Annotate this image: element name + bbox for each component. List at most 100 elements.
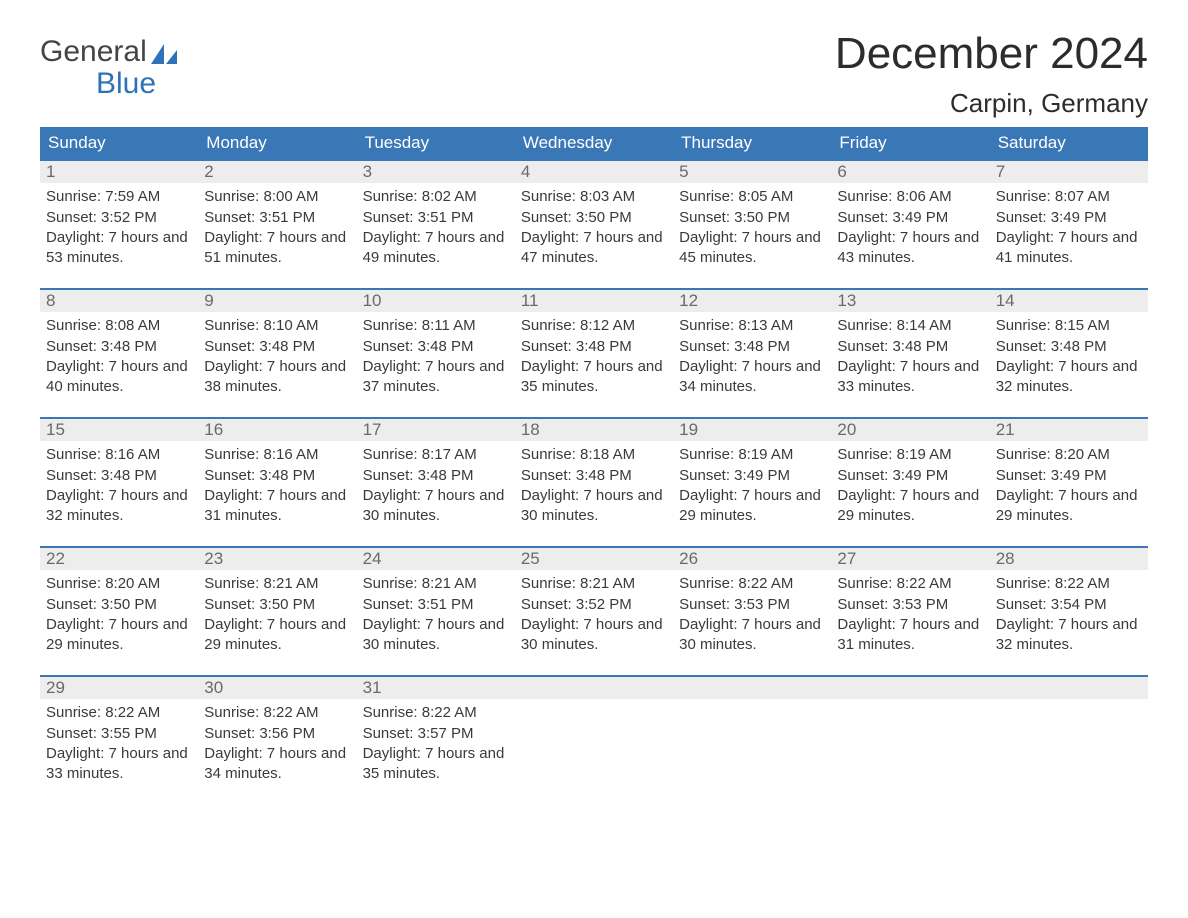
weeks-grid: 1Sunrise: 7:59 AMSunset: 3:52 PMDaylight…	[40, 159, 1148, 790]
sunrise-line: Sunrise: 8:22 AM	[837, 574, 983, 594]
calendar-day: 25Sunrise: 8:21 AMSunset: 3:52 PMDayligh…	[515, 548, 673, 661]
day-body: Sunrise: 8:22 AMSunset: 3:57 PMDaylight:…	[357, 699, 515, 790]
sunrise-line: Sunrise: 8:13 AM	[679, 316, 825, 336]
day-body: Sunrise: 8:03 AMSunset: 3:50 PMDaylight:…	[515, 183, 673, 274]
month-title: December 2024	[835, 30, 1148, 78]
sunset-line: Sunset: 3:51 PM	[363, 595, 509, 615]
day-number	[990, 677, 1148, 699]
day-body: Sunrise: 8:22 AMSunset: 3:56 PMDaylight:…	[198, 699, 356, 790]
sunset-line: Sunset: 3:49 PM	[996, 466, 1142, 486]
calendar-day	[515, 677, 673, 790]
daylight-line: Daylight: 7 hours and 33 minutes.	[837, 357, 983, 398]
calendar-day: 18Sunrise: 8:18 AMSunset: 3:48 PMDayligh…	[515, 419, 673, 532]
sunset-line: Sunset: 3:49 PM	[837, 466, 983, 486]
day-body: Sunrise: 8:19 AMSunset: 3:49 PMDaylight:…	[673, 441, 831, 532]
daylight-line: Daylight: 7 hours and 29 minutes.	[996, 486, 1142, 527]
day-header-row: SundayMondayTuesdayWednesdayThursdayFrid…	[40, 127, 1148, 159]
calendar-day: 12Sunrise: 8:13 AMSunset: 3:48 PMDayligh…	[673, 290, 831, 403]
calendar-day: 31Sunrise: 8:22 AMSunset: 3:57 PMDayligh…	[357, 677, 515, 790]
day-body: Sunrise: 8:22 AMSunset: 3:53 PMDaylight:…	[673, 570, 831, 661]
calendar-day: 30Sunrise: 8:22 AMSunset: 3:56 PMDayligh…	[198, 677, 356, 790]
sunset-line: Sunset: 3:52 PM	[46, 208, 192, 228]
daylight-line: Daylight: 7 hours and 31 minutes.	[204, 486, 350, 527]
sunset-line: Sunset: 3:48 PM	[46, 466, 192, 486]
daylight-line: Daylight: 7 hours and 34 minutes.	[679, 357, 825, 398]
daylight-line: Daylight: 7 hours and 29 minutes.	[837, 486, 983, 527]
day-header: Thursday	[673, 127, 831, 159]
day-body: Sunrise: 7:59 AMSunset: 3:52 PMDaylight:…	[40, 183, 198, 274]
daylight-line: Daylight: 7 hours and 41 minutes.	[996, 228, 1142, 269]
calendar-day: 16Sunrise: 8:16 AMSunset: 3:48 PMDayligh…	[198, 419, 356, 532]
sunset-line: Sunset: 3:56 PM	[204, 724, 350, 744]
sunrise-line: Sunrise: 8:12 AM	[521, 316, 667, 336]
logo-text-bottom: Blue	[40, 68, 177, 100]
sunrise-line: Sunrise: 8:18 AM	[521, 445, 667, 465]
calendar-day	[990, 677, 1148, 790]
sunrise-line: Sunrise: 8:16 AM	[204, 445, 350, 465]
daylight-line: Daylight: 7 hours and 47 minutes.	[521, 228, 667, 269]
daylight-line: Daylight: 7 hours and 30 minutes.	[521, 615, 667, 656]
week-row: 29Sunrise: 8:22 AMSunset: 3:55 PMDayligh…	[40, 675, 1148, 790]
day-number: 23	[198, 548, 356, 570]
calendar-day: 11Sunrise: 8:12 AMSunset: 3:48 PMDayligh…	[515, 290, 673, 403]
sunset-line: Sunset: 3:48 PM	[204, 466, 350, 486]
day-number: 7	[990, 161, 1148, 183]
calendar-day: 29Sunrise: 8:22 AMSunset: 3:55 PMDayligh…	[40, 677, 198, 790]
calendar-day: 6Sunrise: 8:06 AMSunset: 3:49 PMDaylight…	[831, 161, 989, 274]
logo: General Blue	[40, 30, 177, 99]
day-number: 1	[40, 161, 198, 183]
sunrise-line: Sunrise: 8:05 AM	[679, 187, 825, 207]
day-number: 24	[357, 548, 515, 570]
day-header: Tuesday	[357, 127, 515, 159]
sunrise-line: Sunrise: 8:22 AM	[679, 574, 825, 594]
week-row: 8Sunrise: 8:08 AMSunset: 3:48 PMDaylight…	[40, 288, 1148, 403]
day-body: Sunrise: 8:17 AMSunset: 3:48 PMDaylight:…	[357, 441, 515, 532]
sunrise-line: Sunrise: 8:21 AM	[363, 574, 509, 594]
day-number: 30	[198, 677, 356, 699]
day-number: 3	[357, 161, 515, 183]
daylight-line: Daylight: 7 hours and 43 minutes.	[837, 228, 983, 269]
day-body: Sunrise: 8:11 AMSunset: 3:48 PMDaylight:…	[357, 312, 515, 403]
day-number: 18	[515, 419, 673, 441]
sunrise-line: Sunrise: 8:22 AM	[46, 703, 192, 723]
sunset-line: Sunset: 3:50 PM	[46, 595, 192, 615]
daylight-line: Daylight: 7 hours and 35 minutes.	[521, 357, 667, 398]
day-body: Sunrise: 8:10 AMSunset: 3:48 PMDaylight:…	[198, 312, 356, 403]
sunset-line: Sunset: 3:50 PM	[521, 208, 667, 228]
daylight-line: Daylight: 7 hours and 29 minutes.	[46, 615, 192, 656]
daylight-line: Daylight: 7 hours and 33 minutes.	[46, 744, 192, 785]
daylight-line: Daylight: 7 hours and 38 minutes.	[204, 357, 350, 398]
daylight-line: Daylight: 7 hours and 35 minutes.	[363, 744, 509, 785]
logo-text-top: General	[40, 36, 147, 68]
sunset-line: Sunset: 3:50 PM	[679, 208, 825, 228]
day-number: 21	[990, 419, 1148, 441]
day-body: Sunrise: 8:15 AMSunset: 3:48 PMDaylight:…	[990, 312, 1148, 403]
daylight-line: Daylight: 7 hours and 49 minutes.	[363, 228, 509, 269]
daylight-line: Daylight: 7 hours and 30 minutes.	[363, 486, 509, 527]
sunset-line: Sunset: 3:50 PM	[204, 595, 350, 615]
daylight-line: Daylight: 7 hours and 32 minutes.	[996, 357, 1142, 398]
day-body: Sunrise: 8:16 AMSunset: 3:48 PMDaylight:…	[198, 441, 356, 532]
calendar-day: 1Sunrise: 7:59 AMSunset: 3:52 PMDaylight…	[40, 161, 198, 274]
daylight-line: Daylight: 7 hours and 30 minutes.	[679, 615, 825, 656]
daylight-line: Daylight: 7 hours and 30 minutes.	[521, 486, 667, 527]
daylight-line: Daylight: 7 hours and 51 minutes.	[204, 228, 350, 269]
day-number: 31	[357, 677, 515, 699]
day-body: Sunrise: 8:22 AMSunset: 3:53 PMDaylight:…	[831, 570, 989, 661]
day-number: 26	[673, 548, 831, 570]
sunrise-line: Sunrise: 8:15 AM	[996, 316, 1142, 336]
daylight-line: Daylight: 7 hours and 30 minutes.	[363, 615, 509, 656]
day-header: Sunday	[40, 127, 198, 159]
day-body: Sunrise: 8:13 AMSunset: 3:48 PMDaylight:…	[673, 312, 831, 403]
sunrise-line: Sunrise: 8:21 AM	[204, 574, 350, 594]
day-number: 10	[357, 290, 515, 312]
calendar-day: 5Sunrise: 8:05 AMSunset: 3:50 PMDaylight…	[673, 161, 831, 274]
sunrise-line: Sunrise: 8:22 AM	[363, 703, 509, 723]
day-number: 20	[831, 419, 989, 441]
calendar-day	[831, 677, 989, 790]
calendar-day: 27Sunrise: 8:22 AMSunset: 3:53 PMDayligh…	[831, 548, 989, 661]
day-number: 29	[40, 677, 198, 699]
sunset-line: Sunset: 3:48 PM	[837, 337, 983, 357]
sunrise-line: Sunrise: 8:08 AM	[46, 316, 192, 336]
sunset-line: Sunset: 3:57 PM	[363, 724, 509, 744]
